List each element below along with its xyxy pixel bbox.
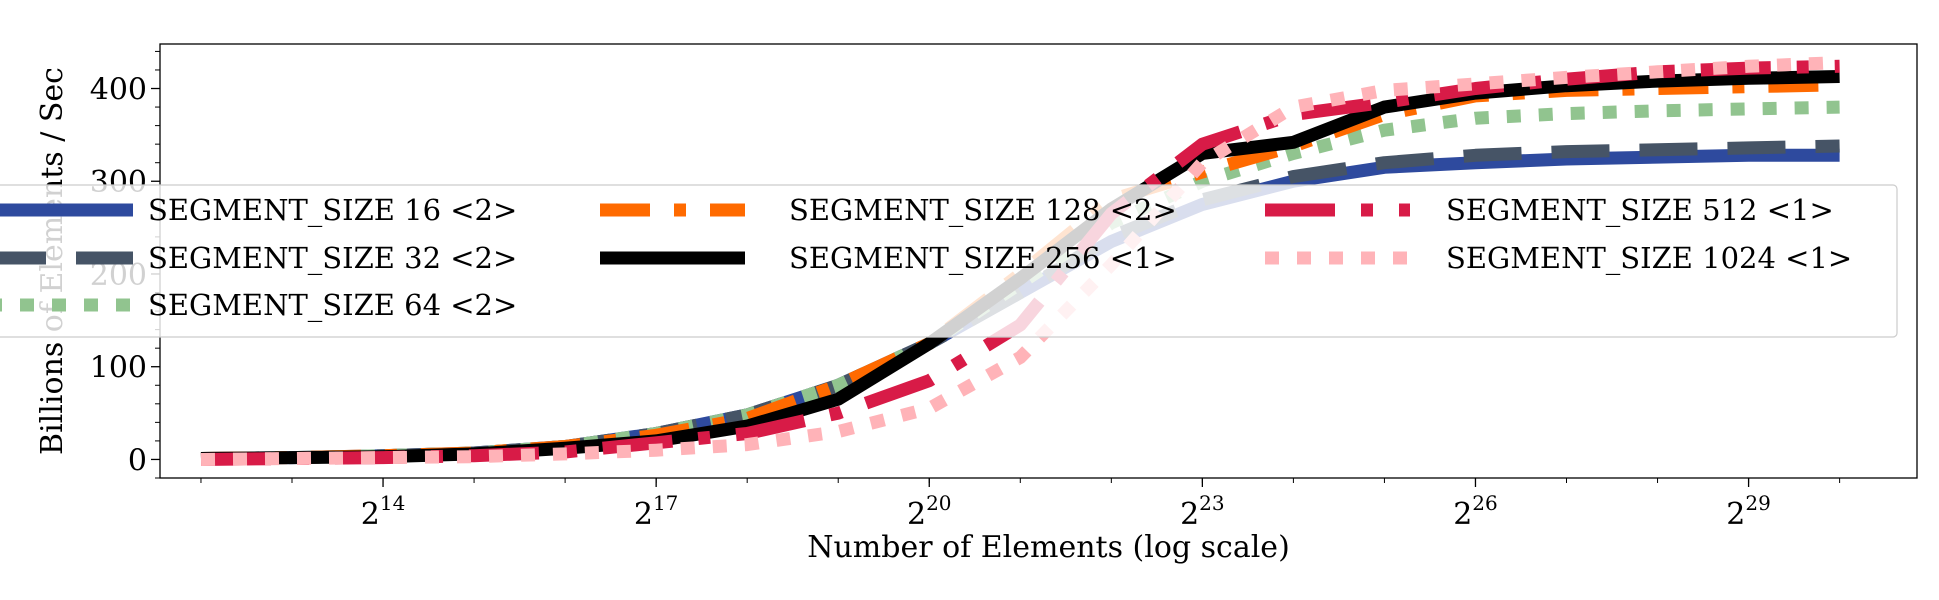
x-tick-base: 2	[361, 497, 380, 532]
legend-label: SEGMENT_SIZE 128 <2>	[789, 193, 1177, 228]
x-tick-exponent: 26	[1472, 491, 1497, 515]
x-tick-base: 2	[1726, 497, 1745, 532]
x-axis: 214 217 220 223 226 229	[200, 478, 1841, 532]
legend-label: SEGMENT_SIZE 16 <2>	[148, 193, 517, 228]
x-tick-label: 217	[634, 491, 679, 532]
x-tick-base: 2	[634, 497, 653, 532]
legend-label: SEGMENT_SIZE 64 <2>	[148, 288, 517, 323]
x-tick-label: 229	[1726, 491, 1771, 532]
legend: SEGMENT_SIZE 16 <2> SEGMENT_SIZE 32 <2> SE…	[0, 184, 1898, 338]
series-line-7	[200, 56, 1840, 466]
x-tick-base: 2	[1453, 497, 1472, 532]
x-tick-base: 2	[907, 497, 926, 532]
x-tick-label: 223	[1180, 491, 1225, 532]
legend-box	[0, 184, 1898, 338]
x-tick-exponent: 17	[653, 491, 678, 515]
y-tick-label: 100	[90, 351, 147, 386]
legend-label: SEGMENT_SIZE 512 <1>	[1446, 193, 1834, 228]
x-tick-label: 220	[907, 491, 952, 532]
legend-label: SEGMENT_SIZE 1024 <1>	[1446, 241, 1852, 276]
x-tick-exponent: 29	[1745, 491, 1770, 515]
legend-label: SEGMENT_SIZE 32 <2>	[148, 241, 517, 276]
x-tick-exponent: 14	[380, 491, 405, 515]
x-tick-label: 214	[361, 491, 406, 532]
y-tick-label: 400	[90, 73, 147, 108]
y-tick-label: 0	[128, 443, 147, 478]
x-axis-label: Number of Elements (log scale)	[807, 530, 1290, 565]
x-tick-base: 2	[1180, 497, 1199, 532]
x-tick-exponent: 20	[926, 491, 951, 515]
x-tick-label: 226	[1453, 491, 1498, 532]
legend-label: SEGMENT_SIZE 256 <1>	[789, 241, 1177, 276]
x-tick-exponent: 23	[1199, 491, 1224, 515]
